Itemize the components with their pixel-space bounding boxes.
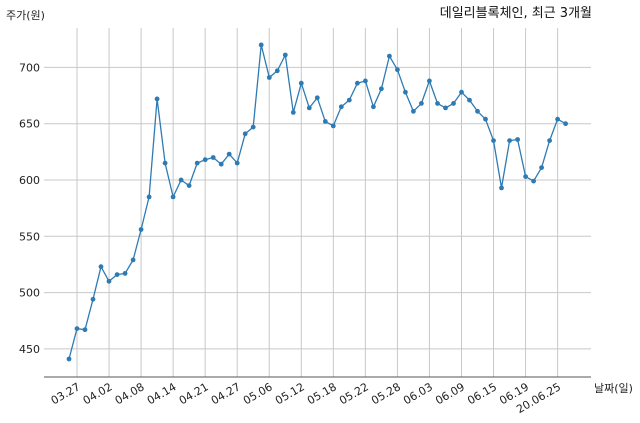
price-point bbox=[106, 278, 112, 284]
price-point bbox=[403, 89, 408, 95]
price-point bbox=[210, 155, 216, 160]
price-point bbox=[515, 137, 520, 142]
price-point bbox=[459, 89, 464, 95]
y-tick-label: 600 bbox=[19, 174, 40, 187]
price-point bbox=[338, 104, 344, 110]
price-point bbox=[483, 116, 488, 122]
price-point bbox=[82, 327, 88, 333]
price-point bbox=[66, 356, 72, 362]
label-layer: 데일리블록체인, 최근 3개월 주가(원) 날짜(일) bbox=[6, 6, 633, 395]
price-point bbox=[74, 326, 80, 331]
price-point bbox=[555, 116, 560, 122]
price-point bbox=[355, 80, 360, 86]
y-tick-label: 500 bbox=[19, 287, 40, 300]
price-point bbox=[346, 97, 352, 103]
price-point bbox=[387, 53, 392, 59]
price-point bbox=[419, 101, 424, 106]
price-point bbox=[186, 183, 192, 189]
price-point bbox=[170, 194, 176, 200]
price-point bbox=[258, 42, 264, 48]
price-point bbox=[371, 104, 376, 110]
x-axis-label: 날짜(일) bbox=[594, 381, 633, 395]
price-point bbox=[122, 271, 128, 276]
price-point bbox=[306, 105, 312, 111]
price-point bbox=[178, 177, 184, 183]
price-point bbox=[218, 161, 224, 167]
price-point bbox=[202, 157, 208, 163]
price-point bbox=[451, 101, 456, 106]
price-point bbox=[250, 124, 256, 130]
price-point bbox=[507, 138, 512, 144]
price-point bbox=[114, 272, 120, 277]
price-point bbox=[435, 101, 440, 106]
price-point bbox=[395, 67, 400, 73]
price-point bbox=[146, 194, 152, 200]
price-point bbox=[563, 121, 568, 127]
price-point bbox=[274, 68, 280, 74]
y-axis-label: 주가(원) bbox=[6, 9, 45, 22]
price-point bbox=[154, 96, 160, 102]
price-point bbox=[266, 75, 272, 80]
price-point bbox=[363, 78, 368, 84]
y-tick-label: 450 bbox=[19, 343, 40, 356]
price-point bbox=[467, 97, 472, 103]
price-point bbox=[226, 151, 232, 157]
price-point bbox=[475, 108, 480, 114]
price-point bbox=[539, 165, 544, 171]
price-point bbox=[162, 160, 168, 166]
price-point bbox=[322, 119, 328, 124]
price-point bbox=[491, 138, 496, 144]
price-point bbox=[531, 178, 536, 184]
price-point bbox=[130, 257, 136, 263]
price-point bbox=[194, 160, 200, 166]
price-point bbox=[547, 138, 552, 144]
price-point bbox=[90, 296, 96, 302]
price-point bbox=[298, 80, 304, 86]
price-point bbox=[443, 105, 448, 111]
price-point bbox=[314, 95, 320, 101]
price-point bbox=[234, 160, 240, 166]
price-point bbox=[523, 174, 528, 180]
price-point bbox=[427, 78, 432, 84]
price-point bbox=[290, 110, 296, 115]
chart-title: 데일리블록체인, 최근 3개월 bbox=[440, 6, 592, 21]
y-tick-label: 550 bbox=[19, 230, 40, 243]
price-point bbox=[330, 123, 336, 129]
y-tick-label: 650 bbox=[19, 118, 40, 131]
price-point bbox=[499, 185, 504, 191]
y-tick-label: 700 bbox=[19, 61, 40, 74]
price-point bbox=[98, 264, 104, 270]
series-layer bbox=[66, 42, 568, 362]
price-point bbox=[411, 108, 416, 114]
price-point bbox=[138, 227, 144, 232]
price-point bbox=[242, 131, 248, 137]
price-point bbox=[282, 52, 288, 58]
price-point bbox=[379, 86, 384, 92]
grid-layer bbox=[44, 28, 591, 377]
